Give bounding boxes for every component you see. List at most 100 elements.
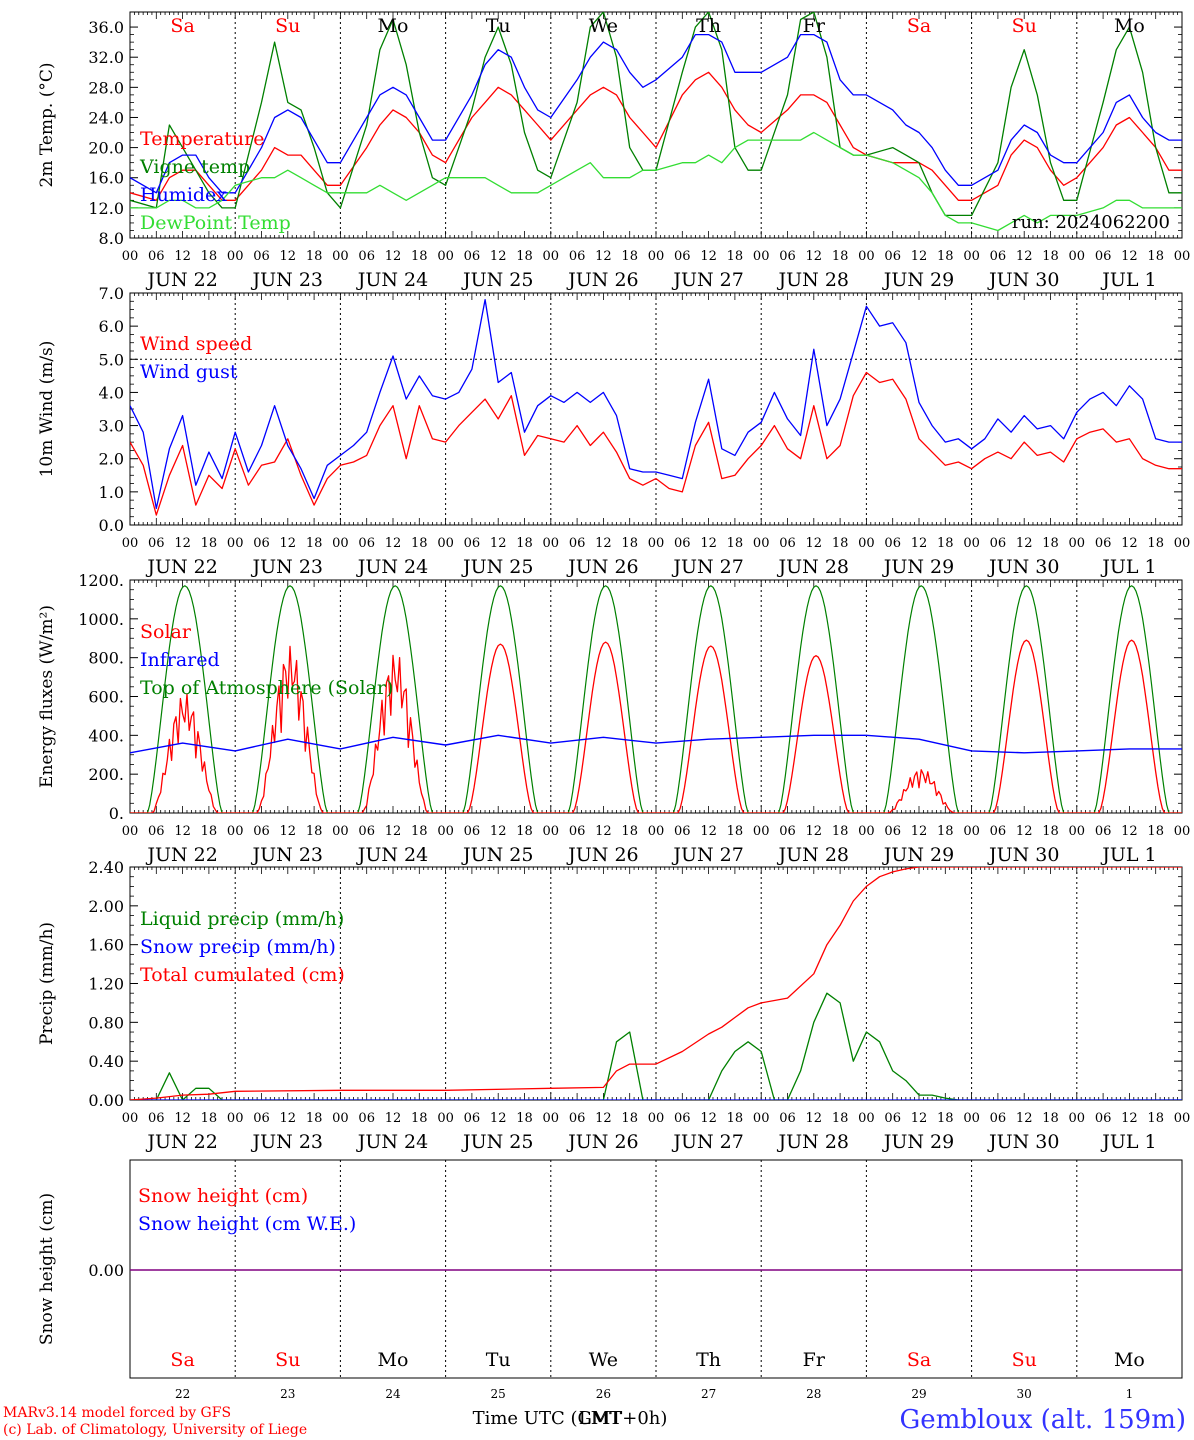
hour-label: 18: [306, 1111, 323, 1126]
hour-label: 12: [1016, 536, 1033, 551]
hour-label: 06: [1095, 249, 1112, 264]
date-label: JUN 25: [461, 1131, 533, 1153]
date-label: JUN 24: [356, 1131, 428, 1153]
hour-label: 18: [201, 1111, 218, 1126]
hour-label: 18: [727, 536, 744, 551]
hour-label: 00: [753, 536, 770, 551]
time-axis-label: Time UTC (GMT+0h): [473, 1408, 668, 1429]
legend-entry: Wind speed: [140, 333, 252, 355]
y-tick-label: 6.0: [99, 317, 124, 336]
y-tick-label: 28.0: [88, 78, 124, 97]
hour-label: 00: [332, 536, 349, 551]
hour-label: 00: [858, 1111, 875, 1126]
y-tick-label: 1.20: [88, 975, 124, 994]
hour-label: 06: [253, 824, 270, 839]
hour-label: 18: [201, 536, 218, 551]
hour-label: 18: [516, 536, 533, 551]
series-group: [130, 298, 1182, 516]
date-label: JUL 1: [1100, 269, 1156, 291]
hour-label: 00: [1069, 1111, 1086, 1126]
weekday-label: Su: [275, 15, 300, 37]
hour-label: 06: [358, 536, 375, 551]
date-label: JUN 25: [461, 556, 533, 578]
hour-label: 00: [543, 536, 560, 551]
hour-label: 06: [148, 249, 165, 264]
hour-label: 00: [122, 1111, 139, 1126]
legend-entry: Temperature: [140, 128, 264, 150]
y-tick-label: 1.60: [88, 936, 124, 955]
y-tick-label: 1200.: [78, 571, 124, 590]
hour-label: 18: [621, 1111, 638, 1126]
hour-label: 18: [621, 536, 638, 551]
hour-label: 12: [490, 824, 507, 839]
hour-label: 18: [832, 824, 849, 839]
date-label: JUN 28: [777, 844, 849, 866]
y-axis-label: Snow height (cm): [37, 1193, 57, 1345]
footer: MARv3.14 model forced by GFS (c) Lab. of…: [3, 1405, 1186, 1438]
date-label: JUN 22: [145, 269, 217, 291]
panel-temp: 8.0 12.0 16.0 20.0 24.0 28.0 32.0 36.0 2m Temp. …: [37, 11, 1190, 291]
y-tick-label: 12.0: [88, 199, 124, 218]
hour-label: 00: [543, 1111, 560, 1126]
day-number-label: 29: [911, 1387, 926, 1401]
hour-label: 00: [1069, 249, 1086, 264]
hour-label: 06: [779, 824, 796, 839]
day-number-label: 27: [701, 1387, 716, 1401]
hour-label: 06: [464, 1111, 481, 1126]
hour-label: 00: [227, 824, 244, 839]
legend-entry: Top of Atmosphere (Solar): [140, 677, 393, 699]
hour-label: 12: [911, 1111, 928, 1126]
hour-label: 18: [201, 824, 218, 839]
hour-label: 00: [437, 1111, 454, 1126]
series-infrared: [130, 734, 1182, 754]
weekday-label: Th: [696, 15, 721, 37]
hour-label: 12: [280, 249, 297, 264]
hour-label: 06: [990, 824, 1007, 839]
legend-entry: Snow precip (mm/h): [140, 936, 336, 958]
hour-label: 12: [1121, 824, 1138, 839]
date-label: JUN 30: [987, 844, 1059, 866]
weekday-label: Mo: [1114, 15, 1145, 37]
y-tick-label: 3.0: [99, 417, 124, 436]
hour-label: 12: [174, 536, 191, 551]
day-number-label: 22: [175, 1387, 190, 1401]
panel-energy: 0. 200. 400. 600. 800. 1000. 1200. Energy fluxe…: [37, 571, 1190, 866]
hour-label: 18: [516, 824, 533, 839]
hour-label: 00: [227, 249, 244, 264]
hour-label: 12: [385, 1111, 402, 1126]
y-tick-label: 2.0: [99, 450, 124, 469]
hour-label: 18: [832, 249, 849, 264]
hour-label: 12: [700, 249, 717, 264]
y-axis-label: 2m Temp. (°C): [37, 62, 57, 187]
hour-label: 00: [858, 824, 875, 839]
hour-label: 06: [884, 824, 901, 839]
hour-label: 00: [858, 249, 875, 264]
hour-label: 12: [700, 536, 717, 551]
hour-label: 18: [411, 249, 428, 264]
hour-label: 00: [963, 536, 980, 551]
series-group: [130, 867, 1182, 1100]
date-label: JUN 28: [777, 556, 849, 578]
y-tick-label: 2.40: [88, 858, 124, 877]
date-label: JUN 26: [566, 556, 638, 578]
y-tick-label: 0.0: [99, 516, 124, 535]
panel-wind: 0.0 1.0 2.0 3.0 4.0 5.0 6.0 7.0 10m Wind (m/s) Wi…: [37, 284, 1190, 578]
y-tick-label: 0.00: [88, 1261, 124, 1280]
weekday-label: Fr: [803, 15, 826, 37]
hour-label: 06: [569, 536, 586, 551]
y-tick-label: 600.: [88, 688, 124, 707]
legend-entry: Solar: [140, 621, 192, 643]
hour-label: 00: [1174, 536, 1191, 551]
hour-label: 18: [727, 824, 744, 839]
hour-label: 00: [648, 1111, 665, 1126]
date-label: JUN 22: [145, 556, 217, 578]
credit-line-2: (c) Lab. of Climatology, University of L…: [3, 1422, 307, 1438]
weekday-label: Su: [1012, 15, 1037, 37]
legend-entry: Snow height (cm): [138, 1185, 308, 1207]
hour-label: 18: [1042, 249, 1059, 264]
hour-label: 12: [385, 824, 402, 839]
y-tick-label: 20.0: [88, 139, 124, 158]
hour-label: 12: [280, 536, 297, 551]
hour-label: 06: [779, 249, 796, 264]
